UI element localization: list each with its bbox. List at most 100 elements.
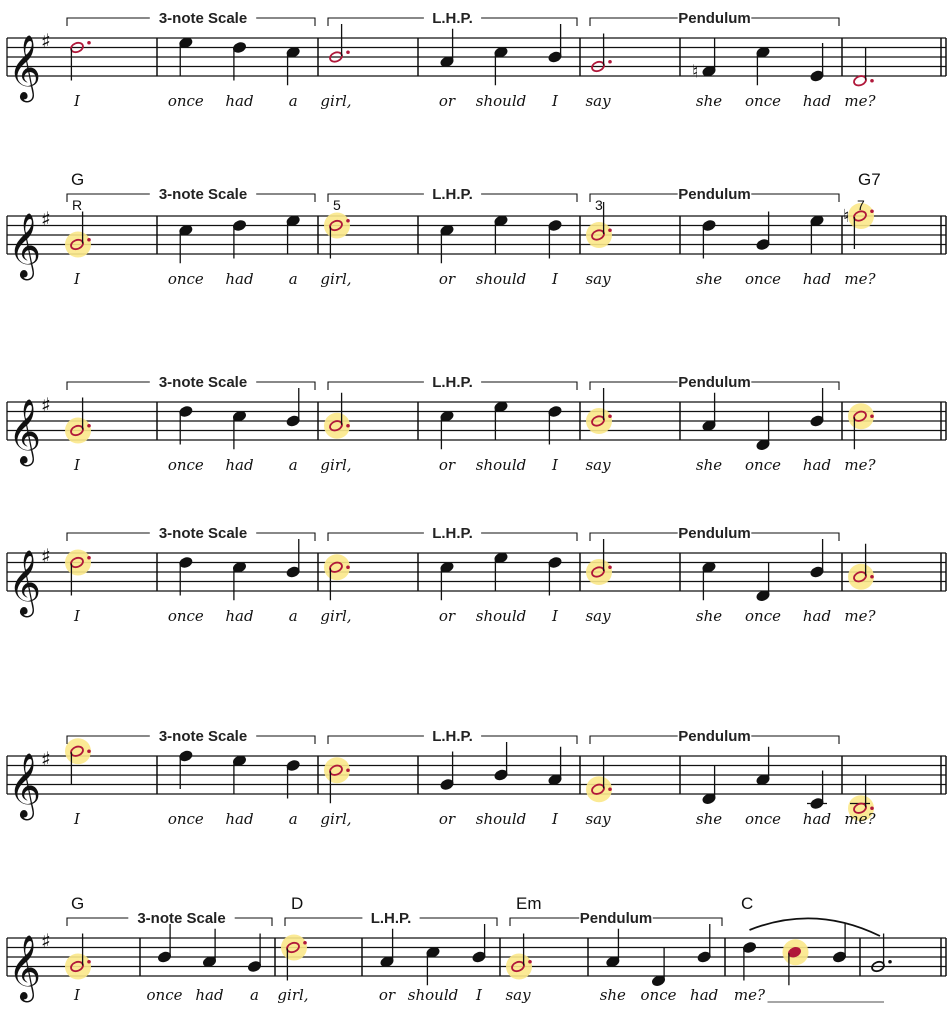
lyric-syllable: I <box>475 986 483 1004</box>
lyric-syllable: girl, <box>320 607 351 625</box>
lyric-syllable: had <box>803 270 831 288</box>
lyric-syllable: should <box>476 92 526 110</box>
lyric-syllable: had <box>803 92 831 110</box>
lyric-syllable: she <box>696 607 722 625</box>
phrase-bracket: 3-note Scale <box>66 726 316 745</box>
staff-system-2: 𝄞 ♯ ♮ 3-note Scale L.H.P. Pendulum G G7 R 5 3 7 I onc… <box>6 170 947 288</box>
phrase-bracket: 3-note Scale <box>66 184 316 203</box>
lyric-syllable: girl, <box>320 270 351 288</box>
lyric-syllable: I <box>73 810 81 828</box>
lyric-syllable: say <box>585 810 611 828</box>
lyric-syllable: had <box>195 986 223 1004</box>
phrase-bracket: Pendulum <box>589 372 840 391</box>
phrase-bracket: L.H.P. <box>327 184 578 203</box>
lyric-syllable: had <box>803 456 831 474</box>
target-note-highlight <box>65 417 91 444</box>
lyric-syllable: a <box>250 986 259 1004</box>
lyric-syllable: once <box>147 986 183 1004</box>
bracket-label: Pendulum <box>580 910 653 927</box>
target-note-highlight <box>65 549 91 576</box>
lyric-syllable: girl, <box>320 92 351 110</box>
lyric-syllable: had <box>803 607 831 625</box>
staff-system-4: 𝄞 ♯ 3-note Scale L.H.P. Pendulum I once had a gir… <box>6 523 947 625</box>
bracket-label: Pendulum <box>678 186 751 203</box>
staff-system-5: 𝄞 ♯ 3-note Scale L.H.P. Pendulum I once had a gir… <box>6 726 947 828</box>
augmentation-dot <box>87 40 91 45</box>
augmentation-dot <box>87 555 91 560</box>
chord-symbol: C <box>741 894 753 913</box>
target-note-highlight <box>324 212 350 239</box>
phrase-bracket: Pendulum <box>589 523 840 542</box>
bracket-label-bg <box>677 523 752 539</box>
chord-symbol: D <box>291 894 303 913</box>
bracket-label-bg <box>149 372 257 388</box>
bracket-label: L.H.P. <box>432 728 473 745</box>
bracket-label: Pendulum <box>678 10 751 27</box>
bracket-label: 3-note Scale <box>159 728 247 745</box>
lyric-syllable: say <box>585 607 611 625</box>
lyric-syllable: me? <box>844 92 876 110</box>
scale-degree-label: 5 <box>333 197 341 213</box>
lyric-syllable: I <box>551 92 559 110</box>
lyric-syllable: a <box>289 92 298 110</box>
lyric-syllable: or <box>439 810 456 828</box>
lyric-syllable: say <box>585 270 611 288</box>
lyric-syllable: had <box>225 810 253 828</box>
lyric-syllable: I <box>551 607 559 625</box>
lyric-syllable: or <box>379 986 396 1004</box>
target-note-highlight <box>65 231 91 258</box>
target-note-highlight <box>586 559 612 585</box>
lyric-syllable: once <box>168 270 204 288</box>
bracket-label-bg <box>579 908 653 924</box>
bracket-label-bg <box>149 726 257 742</box>
staff-system-1: 𝄞 ♯ ♮ 3-note Scale L.H.P. Pendulum I once had a gi… <box>6 8 947 110</box>
lyric-syllable: or <box>439 92 456 110</box>
target-note-highlight <box>281 934 307 961</box>
target-note-highlight <box>324 554 350 581</box>
lyric-syllable: I <box>551 270 559 288</box>
lyric-syllable: me? <box>844 607 876 625</box>
target-note-highlight <box>65 953 91 980</box>
lyric-syllable: had <box>225 92 253 110</box>
augmentation-dot <box>346 768 350 773</box>
lyric-syllable: should <box>476 270 526 288</box>
phrase-bracket: L.H.P. <box>327 8 578 27</box>
phrase-bracket: 3-note Scale <box>66 372 316 391</box>
bracket-label: 3-note Scale <box>137 910 225 927</box>
bracket-label: L.H.P. <box>432 10 473 27</box>
augmentation-dot <box>870 574 874 579</box>
bracket-label-bg <box>677 372 752 388</box>
treble-clef-icon: 𝄞 <box>8 935 41 1002</box>
augmentation-dot <box>608 59 612 64</box>
bracket-label-bg <box>423 726 482 742</box>
lyric-syllable: should <box>476 607 526 625</box>
lyric-syllable: say <box>505 986 531 1004</box>
phrase-bracket: 3-note Scale <box>66 908 273 927</box>
augmentation-dot <box>346 218 350 223</box>
lyric-syllable: should <box>408 986 458 1004</box>
treble-clef-icon: 𝄞 <box>8 213 41 280</box>
lyric-syllable: should <box>476 456 526 474</box>
augmentation-dot <box>87 423 91 428</box>
target-note-highlight <box>324 412 350 439</box>
treble-clef-icon: 𝄞 <box>8 753 41 820</box>
chord-symbol: Em <box>516 894 542 913</box>
augmentation-dot <box>346 565 350 570</box>
scale-degree-label: 7 <box>857 197 865 213</box>
bracket-label-bg <box>423 523 482 539</box>
lyric-syllable: I <box>73 986 81 1004</box>
chord-symbol: G7 <box>858 170 881 189</box>
bracket-label: L.H.P. <box>371 910 412 927</box>
lyric-syllable: she <box>600 986 626 1004</box>
augmentation-dot <box>608 228 612 233</box>
augmentation-dot <box>888 959 892 964</box>
lyric-syllable: once <box>168 810 204 828</box>
target-note-highlight <box>848 563 874 590</box>
chord-symbol: G <box>71 170 84 189</box>
lyric-syllable: girl, <box>320 456 351 474</box>
lyric-syllable: a <box>289 607 298 625</box>
bracket-label: 3-note Scale <box>159 374 247 391</box>
treble-clef-icon: 𝄞 <box>8 550 41 617</box>
